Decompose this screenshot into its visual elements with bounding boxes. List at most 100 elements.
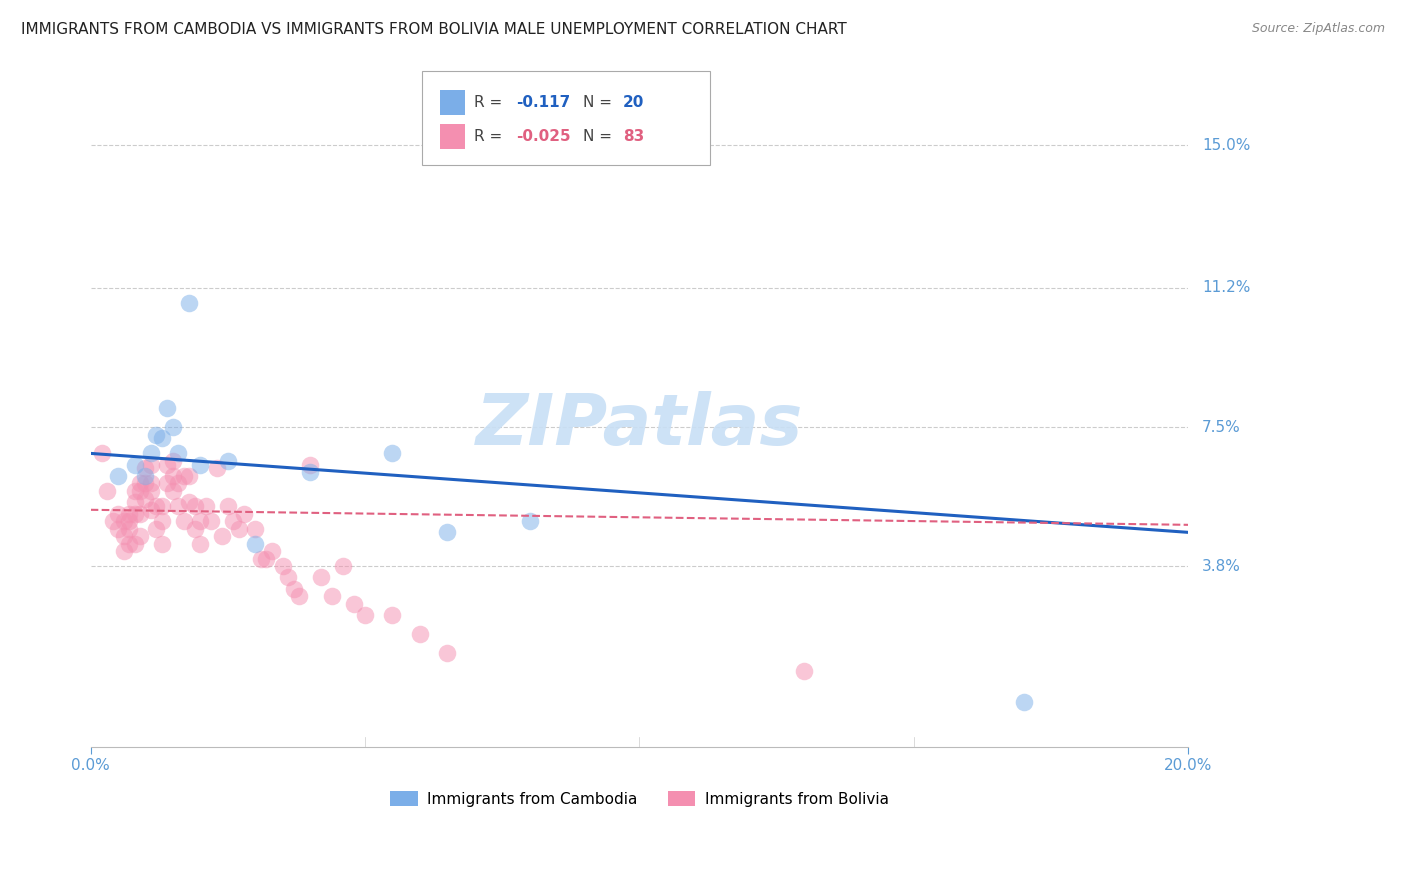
Point <box>283 582 305 596</box>
Point <box>217 499 239 513</box>
Point <box>179 296 201 310</box>
Text: -0.025: -0.025 <box>516 129 571 144</box>
Point <box>793 665 815 679</box>
Point <box>190 458 212 472</box>
Point <box>145 522 167 536</box>
Point <box>309 570 332 584</box>
Point <box>162 483 184 498</box>
Point <box>134 476 156 491</box>
Point <box>118 536 141 550</box>
Point <box>211 529 233 543</box>
Text: 3.8%: 3.8% <box>1202 558 1241 574</box>
Point <box>1012 694 1035 708</box>
Point <box>156 476 179 491</box>
Point <box>101 514 124 528</box>
Point <box>129 507 152 521</box>
Point <box>96 483 118 498</box>
Point <box>150 431 173 445</box>
Point <box>190 514 212 528</box>
Point <box>217 454 239 468</box>
Point <box>118 514 141 528</box>
Point <box>173 469 195 483</box>
Point <box>190 536 212 550</box>
Point <box>162 420 184 434</box>
Point <box>179 469 201 483</box>
Text: 20: 20 <box>623 95 644 110</box>
Point <box>343 597 366 611</box>
Point <box>112 544 135 558</box>
Point <box>299 465 322 479</box>
Point <box>112 529 135 543</box>
Point <box>436 646 458 660</box>
Point <box>194 499 217 513</box>
Point <box>519 514 541 528</box>
Point <box>245 522 267 536</box>
Point <box>118 522 141 536</box>
Point <box>156 401 179 416</box>
Point <box>354 608 377 623</box>
Point <box>124 483 146 498</box>
Point <box>107 507 129 521</box>
Text: N =: N = <box>583 95 617 110</box>
Point <box>332 559 354 574</box>
Point <box>129 529 152 543</box>
Text: ZIPatlas: ZIPatlas <box>475 391 803 460</box>
Text: N =: N = <box>583 129 617 144</box>
Text: 11.2%: 11.2% <box>1202 280 1250 295</box>
Point <box>205 461 228 475</box>
Point <box>150 499 173 513</box>
Point <box>167 476 190 491</box>
Point <box>436 525 458 540</box>
Point <box>124 495 146 509</box>
Point <box>228 522 250 536</box>
Point <box>145 427 167 442</box>
Point <box>260 544 283 558</box>
Text: Source: ZipAtlas.com: Source: ZipAtlas.com <box>1251 22 1385 36</box>
Point <box>150 536 173 550</box>
Point <box>107 469 129 483</box>
Point <box>200 514 222 528</box>
Point <box>129 483 152 498</box>
Text: R =: R = <box>474 95 508 110</box>
Point <box>107 522 129 536</box>
Text: R =: R = <box>474 129 508 144</box>
Point <box>167 446 190 460</box>
Point <box>145 499 167 513</box>
Point <box>139 476 162 491</box>
Point <box>222 514 245 528</box>
Point <box>254 551 277 566</box>
Point <box>167 499 190 513</box>
Point <box>249 551 271 566</box>
Point <box>129 476 152 491</box>
Point <box>134 491 156 506</box>
Point <box>139 503 162 517</box>
Point <box>124 536 146 550</box>
Text: 83: 83 <box>623 129 644 144</box>
Point <box>409 627 432 641</box>
Point <box>139 446 162 460</box>
Point <box>299 458 322 472</box>
Point <box>124 458 146 472</box>
Point <box>156 458 179 472</box>
Point <box>124 507 146 521</box>
Text: 15.0%: 15.0% <box>1202 137 1250 153</box>
Point <box>381 446 404 460</box>
Point <box>112 514 135 528</box>
Text: 7.5%: 7.5% <box>1202 419 1240 434</box>
Legend: Immigrants from Cambodia, Immigrants from Bolivia: Immigrants from Cambodia, Immigrants fro… <box>384 784 894 813</box>
Point <box>288 589 311 603</box>
Point <box>162 469 184 483</box>
Point <box>139 483 162 498</box>
Text: -0.117: -0.117 <box>516 95 571 110</box>
Point <box>179 495 201 509</box>
Point <box>173 514 195 528</box>
Point <box>277 570 299 584</box>
Point <box>139 458 162 472</box>
Point <box>150 514 173 528</box>
Point <box>162 454 184 468</box>
Point <box>271 559 294 574</box>
Point <box>321 589 343 603</box>
Point <box>134 461 156 475</box>
Point <box>245 536 267 550</box>
Text: IMMIGRANTS FROM CAMBODIA VS IMMIGRANTS FROM BOLIVIA MALE UNEMPLOYMENT CORRELATIO: IMMIGRANTS FROM CAMBODIA VS IMMIGRANTS F… <box>21 22 846 37</box>
